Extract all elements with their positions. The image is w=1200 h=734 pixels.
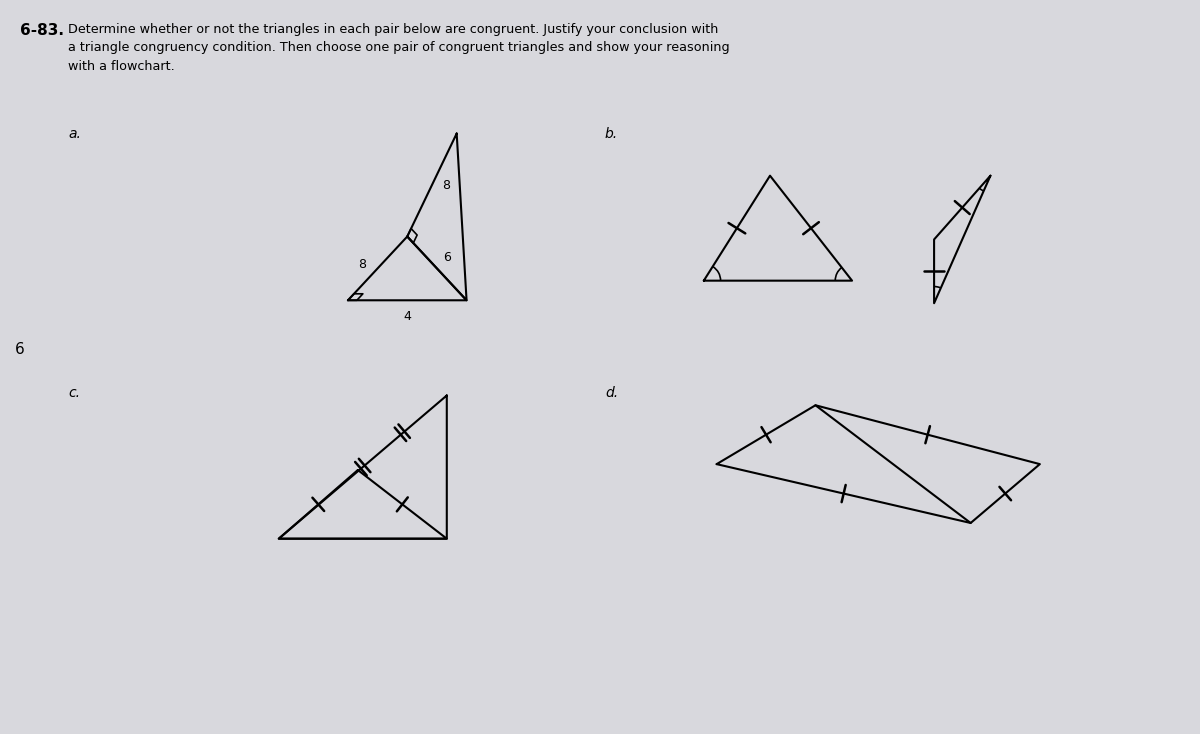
Text: a.: a. <box>68 127 82 141</box>
Text: 4: 4 <box>403 310 412 323</box>
Text: 8: 8 <box>442 178 450 192</box>
Text: 6: 6 <box>14 342 25 357</box>
Text: 6-83.: 6-83. <box>19 23 64 37</box>
Text: 6: 6 <box>443 252 451 264</box>
Text: c.: c. <box>68 385 80 399</box>
Text: b.: b. <box>605 127 618 141</box>
Text: 8: 8 <box>358 258 366 271</box>
Text: Determine whether or not the triangles in each pair below are congruent. Justify: Determine whether or not the triangles i… <box>68 23 730 73</box>
Text: d.: d. <box>605 385 618 399</box>
